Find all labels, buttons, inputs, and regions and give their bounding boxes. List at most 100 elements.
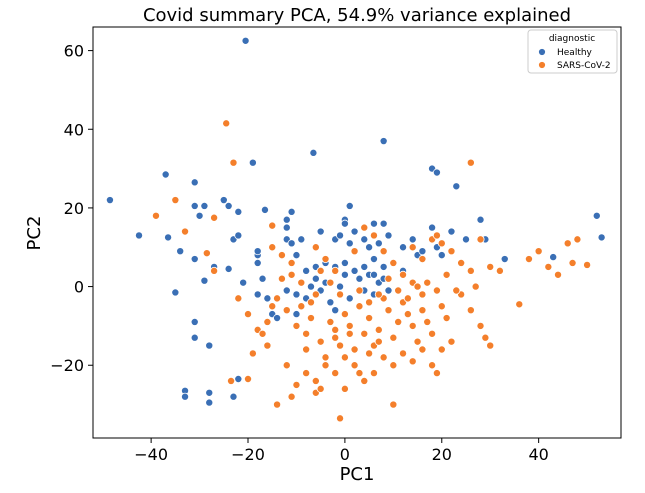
point-sars-cov-2 xyxy=(302,329,311,338)
point-sars-cov-2 xyxy=(287,392,296,401)
point-sars-cov-2 xyxy=(374,325,383,334)
point-sars-cov-2 xyxy=(432,231,441,240)
point-healthy xyxy=(345,201,354,210)
point-healthy xyxy=(195,211,204,220)
legend-marker-sars-cov-2 xyxy=(538,61,546,69)
point-sars-cov-2 xyxy=(394,286,403,295)
point-sars-cov-2 xyxy=(432,286,441,295)
point-healthy xyxy=(592,211,601,220)
point-healthy xyxy=(360,235,369,244)
point-sars-cov-2 xyxy=(210,213,219,222)
point-sars-cov-2 xyxy=(350,345,359,354)
point-sars-cov-2 xyxy=(428,329,437,338)
point-sars-cov-2 xyxy=(408,243,417,252)
point-healthy xyxy=(282,286,291,295)
point-sars-cov-2 xyxy=(227,376,236,385)
point-sars-cov-2 xyxy=(350,361,359,370)
point-healthy xyxy=(190,178,199,187)
point-healthy xyxy=(432,168,441,177)
point-sars-cov-2 xyxy=(365,314,374,323)
y-tick-label: −20 xyxy=(50,356,84,375)
legend: diagnostic Healthy SARS-CoV-2 xyxy=(527,29,618,74)
point-sars-cov-2 xyxy=(360,223,369,232)
point-sars-cov-2 xyxy=(442,314,451,323)
legend-marker-healthy xyxy=(538,48,546,56)
point-sars-cov-2 xyxy=(345,329,354,338)
point-sars-cov-2 xyxy=(476,321,485,330)
point-sars-cov-2 xyxy=(202,249,211,258)
point-sars-cov-2 xyxy=(399,270,408,279)
point-sars-cov-2 xyxy=(277,251,286,260)
point-sars-cov-2 xyxy=(524,255,533,264)
point-sars-cov-2 xyxy=(340,384,349,393)
point-sars-cov-2 xyxy=(287,258,296,267)
point-sars-cov-2 xyxy=(554,270,563,279)
point-healthy xyxy=(452,182,461,191)
point-sars-cov-2 xyxy=(268,302,277,311)
point-sars-cov-2 xyxy=(210,266,219,275)
point-healthy xyxy=(229,392,238,401)
point-sars-cov-2 xyxy=(369,369,378,378)
point-healthy xyxy=(263,294,272,303)
point-healthy xyxy=(248,158,257,167)
point-sars-cov-2 xyxy=(336,290,345,299)
point-healthy xyxy=(379,137,388,146)
point-sars-cov-2 xyxy=(297,302,306,311)
point-healthy xyxy=(350,227,359,236)
point-sars-cov-2 xyxy=(413,337,422,346)
point-healthy xyxy=(345,239,354,248)
y-tick-label: 20 xyxy=(64,199,84,218)
point-sars-cov-2 xyxy=(495,266,504,275)
point-sars-cov-2 xyxy=(466,158,475,167)
point-healthy xyxy=(171,288,180,297)
point-healthy xyxy=(379,262,388,271)
x-tick-label: −40 xyxy=(134,445,168,464)
point-healthy xyxy=(350,266,359,275)
point-sars-cov-2 xyxy=(302,345,311,354)
point-sars-cov-2 xyxy=(384,274,393,283)
point-sars-cov-2 xyxy=(457,258,466,267)
point-sars-cov-2 xyxy=(389,333,398,342)
point-sars-cov-2 xyxy=(403,310,412,319)
x-tick-label: 40 xyxy=(528,445,548,464)
point-sars-cov-2 xyxy=(345,321,354,330)
point-healthy xyxy=(297,235,306,244)
point-sars-cov-2 xyxy=(418,255,427,264)
point-sars-cov-2 xyxy=(229,158,238,167)
point-healthy xyxy=(311,274,320,283)
point-sars-cov-2 xyxy=(311,243,320,252)
point-sars-cov-2 xyxy=(248,349,257,358)
y-axis-label: PC2 xyxy=(24,216,45,251)
point-sars-cov-2 xyxy=(268,243,277,252)
point-healthy xyxy=(205,341,214,350)
point-healthy xyxy=(292,251,301,260)
legend-title: diagnostic xyxy=(549,34,595,44)
point-sars-cov-2 xyxy=(316,384,325,393)
point-sars-cov-2 xyxy=(316,337,325,346)
point-sars-cov-2 xyxy=(413,282,422,291)
point-healthy xyxy=(234,375,243,384)
point-healthy xyxy=(428,223,437,232)
point-healthy xyxy=(461,235,470,244)
point-healthy xyxy=(306,282,315,291)
point-healthy xyxy=(253,247,262,256)
point-healthy xyxy=(253,290,262,299)
point-sars-cov-2 xyxy=(389,258,398,267)
point-sars-cov-2 xyxy=(181,227,190,236)
point-healthy xyxy=(336,231,345,240)
point-sars-cov-2 xyxy=(331,325,340,334)
point-sars-cov-2 xyxy=(423,278,432,287)
point-healthy xyxy=(234,207,243,216)
point-healthy xyxy=(190,317,199,326)
point-sars-cov-2 xyxy=(234,294,243,303)
point-sars-cov-2 xyxy=(302,369,311,378)
point-sars-cov-2 xyxy=(360,329,369,338)
legend-label-sars-cov-2: SARS-CoV-2 xyxy=(557,61,611,71)
point-healthy xyxy=(374,239,383,248)
x-axis: −40 −20 0 20 40 xyxy=(134,438,549,464)
point-sars-cov-2 xyxy=(442,270,451,279)
point-sars-cov-2 xyxy=(379,353,388,362)
point-healthy xyxy=(549,253,558,262)
point-sars-cov-2 xyxy=(394,317,403,326)
point-sars-cov-2 xyxy=(331,266,340,275)
